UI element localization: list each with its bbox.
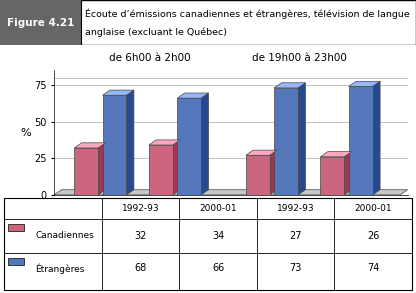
Text: 32: 32 [134, 231, 147, 241]
Polygon shape [270, 150, 277, 195]
Text: Écoute d’émissions canadiennes et étrangères, télévision de langue: Écoute d’émissions canadiennes et étrang… [85, 8, 410, 19]
Polygon shape [246, 150, 277, 155]
Bar [103, 95, 126, 195]
Text: 26: 26 [367, 231, 379, 241]
Y-axis label: %: % [20, 127, 31, 138]
Polygon shape [149, 140, 180, 145]
Text: 2000-01: 2000-01 [354, 204, 392, 213]
Text: 73: 73 [290, 263, 302, 273]
Polygon shape [320, 152, 352, 157]
Bar [274, 88, 298, 195]
Bar [8, 224, 25, 231]
Polygon shape [201, 93, 208, 195]
Text: 66: 66 [212, 263, 224, 273]
Bar [349, 86, 373, 195]
Text: Étrangères: Étrangères [35, 263, 85, 274]
Polygon shape [298, 83, 305, 195]
Polygon shape [74, 143, 106, 148]
Polygon shape [344, 152, 352, 195]
Polygon shape [126, 90, 134, 195]
Text: 27: 27 [290, 231, 302, 241]
Text: anglaise (excluant le Québec): anglaise (excluant le Québec) [85, 28, 227, 38]
Text: 34: 34 [212, 231, 224, 241]
Text: 1992-93: 1992-93 [122, 204, 159, 213]
Text: de 6h00 à 2h00: de 6h00 à 2h00 [109, 53, 191, 63]
Bar [177, 98, 201, 195]
Text: 68: 68 [134, 263, 147, 273]
Polygon shape [177, 93, 208, 98]
Polygon shape [373, 81, 380, 195]
Text: de 19h00 à 23h00: de 19h00 à 23h00 [252, 53, 347, 63]
Bar [246, 155, 270, 195]
Bar [8, 258, 25, 265]
Polygon shape [349, 81, 380, 86]
Text: 74: 74 [367, 263, 379, 273]
Bar [149, 145, 173, 195]
Text: 1992-93: 1992-93 [277, 204, 314, 213]
Polygon shape [103, 90, 134, 95]
Polygon shape [274, 83, 305, 88]
Polygon shape [98, 143, 106, 195]
Bar [74, 148, 98, 195]
Bar [0, 0, 81, 45]
Bar [320, 157, 344, 195]
Polygon shape [54, 190, 408, 195]
Text: Canadiennes: Canadiennes [35, 231, 94, 240]
Text: Figure 4.21: Figure 4.21 [7, 18, 74, 28]
Polygon shape [173, 140, 180, 195]
Text: 2000-01: 2000-01 [199, 204, 237, 213]
